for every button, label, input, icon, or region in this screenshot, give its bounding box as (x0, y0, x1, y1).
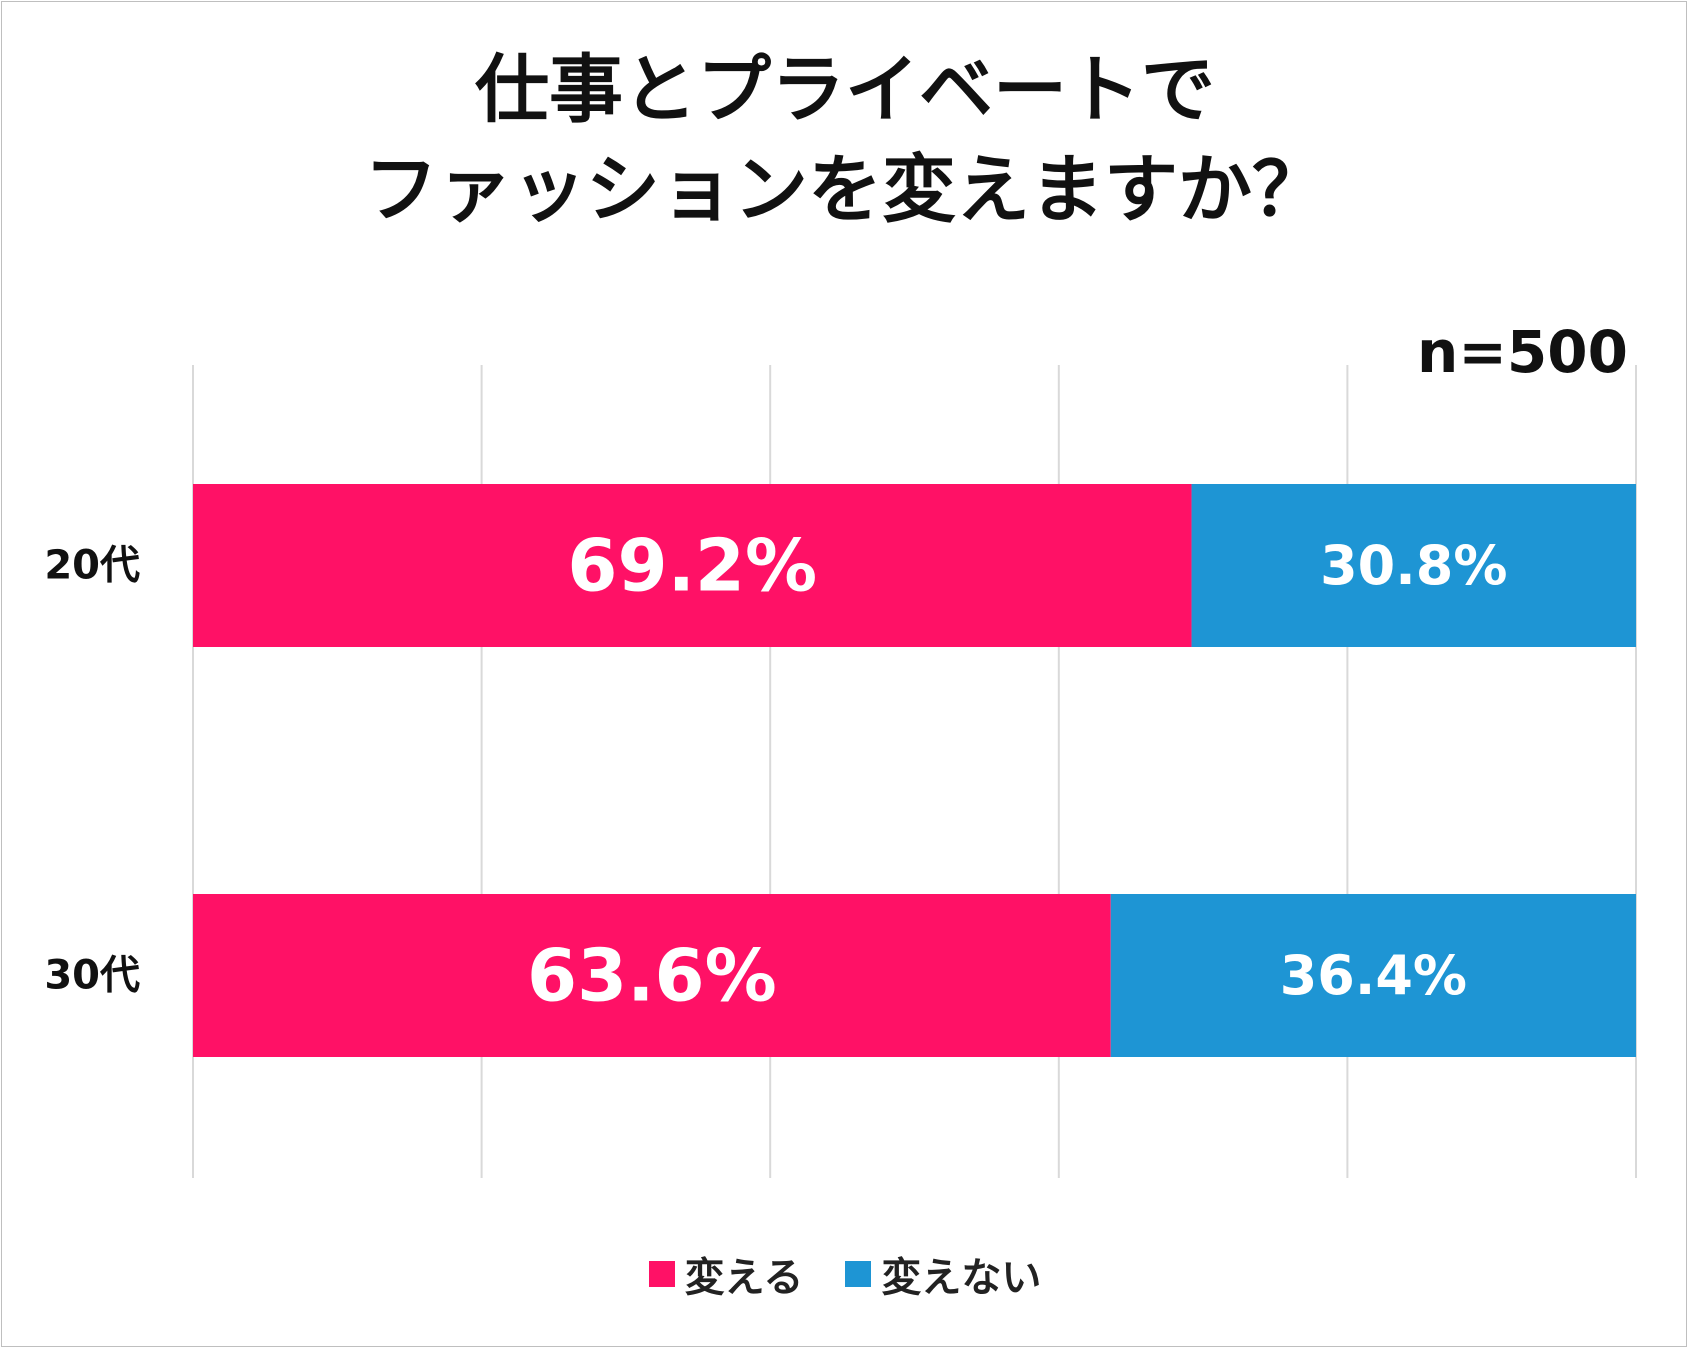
data-label-2-series-1: 63.6% (527, 934, 777, 1018)
sample-size-note: n=500 (1417, 318, 1628, 386)
chart-legend: 変える 変えない (0, 1245, 1690, 1303)
category-label-2: 30代 (44, 953, 140, 999)
data-label-2-series-2: 36.4% (1280, 944, 1467, 1007)
data-label-1-series-2: 30.8% (1320, 534, 1507, 597)
legend-label-series-1: 変える (684, 1255, 804, 1301)
legend-swatch-series-2 (845, 1261, 872, 1287)
legend-item-series-1: 変える (648, 1245, 804, 1303)
chart-title: 仕事とプライベートで ファッションを変えますか？ (0, 40, 1690, 240)
legend-label-series-2: 変えない (881, 1255, 1042, 1301)
category-label-1: 20代 (44, 543, 140, 589)
legend-swatch-series-1 (648, 1261, 675, 1287)
legend-item-series-2: 変えない (845, 1245, 1041, 1303)
bar-1-series-2 (1191, 484, 1636, 647)
chart-title-line-1: 仕事とプライベートで (475, 47, 1215, 133)
bar-2-series-1 (193, 894, 1111, 1057)
bar-1-series-1 (193, 484, 1192, 647)
chart-title-line-2: ファッションを変えますか？ (364, 147, 1326, 233)
bar-2-series-2 (1110, 894, 1636, 1057)
data-label-1-series-1: 69.2% (567, 524, 817, 608)
